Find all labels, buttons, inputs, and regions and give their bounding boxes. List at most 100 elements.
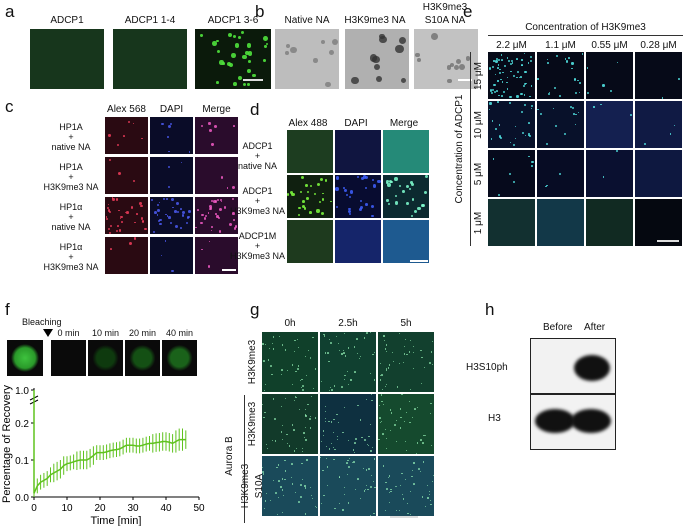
droplet xyxy=(449,63,454,68)
droplet xyxy=(217,216,220,219)
droplet xyxy=(262,470,265,473)
droplet xyxy=(349,195,352,198)
droplet xyxy=(428,361,431,364)
droplet xyxy=(386,367,388,369)
droplet xyxy=(314,505,316,507)
droplet xyxy=(411,215,413,218)
x-tick-label: 0 xyxy=(31,503,37,514)
droplet xyxy=(269,500,272,502)
droplet xyxy=(298,409,301,411)
droplet xyxy=(371,178,375,182)
droplet xyxy=(465,56,470,61)
droplet xyxy=(400,77,406,83)
droplet xyxy=(227,32,233,38)
droplet xyxy=(374,351,376,353)
droplet xyxy=(419,470,422,473)
droplet xyxy=(309,210,313,214)
droplet xyxy=(430,503,432,506)
droplet xyxy=(524,53,526,55)
droplet xyxy=(496,89,499,92)
droplet xyxy=(287,369,289,371)
frap-time-label: 20 min xyxy=(128,328,156,338)
h3s10ph-label: H3S10ph xyxy=(466,362,508,373)
droplet xyxy=(498,194,501,197)
droplet xyxy=(235,225,238,228)
droplet xyxy=(180,207,183,210)
droplet xyxy=(105,216,108,218)
droplet xyxy=(573,113,575,115)
droplet xyxy=(421,356,423,358)
droplet xyxy=(330,386,332,389)
droplet xyxy=(349,190,353,194)
droplet xyxy=(510,70,512,73)
droplet xyxy=(333,432,335,434)
droplet xyxy=(222,62,225,65)
droplet xyxy=(354,452,356,454)
droplet xyxy=(394,177,398,181)
droplet xyxy=(503,90,506,93)
droplet xyxy=(423,191,428,195)
droplet xyxy=(405,411,407,413)
droplet xyxy=(507,76,509,78)
droplet xyxy=(384,509,386,511)
droplet xyxy=(390,409,392,411)
droplet xyxy=(510,62,513,65)
droplet xyxy=(295,447,298,450)
droplet xyxy=(525,71,527,73)
droplet xyxy=(365,488,367,490)
panel-b-label-s10a-2: S10A NA xyxy=(424,15,466,26)
droplet xyxy=(586,91,589,94)
panel-c-row-label: + xyxy=(68,212,74,222)
droplet xyxy=(334,449,336,451)
droplet xyxy=(282,495,284,497)
droplet xyxy=(216,49,220,53)
droplet xyxy=(282,344,284,346)
droplet xyxy=(374,486,376,489)
droplet xyxy=(266,443,268,445)
micrograph-e xyxy=(537,199,584,246)
droplet xyxy=(242,82,247,87)
divider xyxy=(244,395,245,523)
droplet xyxy=(304,487,306,489)
droplet xyxy=(159,218,162,222)
droplet xyxy=(545,142,549,146)
droplet xyxy=(494,90,497,93)
droplet xyxy=(320,456,322,458)
droplet xyxy=(124,211,127,214)
droplet xyxy=(399,333,401,335)
droplet xyxy=(132,122,135,125)
droplet xyxy=(409,422,411,424)
panel-d-row-label: H3K9me3 NA xyxy=(230,251,286,261)
micrograph-d xyxy=(287,175,333,218)
droplet xyxy=(516,71,519,74)
droplet xyxy=(398,509,401,512)
droplet xyxy=(323,494,325,497)
panel-b-letter: b xyxy=(255,2,265,21)
micrograph-e xyxy=(488,150,535,197)
droplet xyxy=(328,390,331,392)
droplet xyxy=(325,81,331,88)
droplet xyxy=(609,89,613,92)
droplet xyxy=(489,102,492,105)
droplet xyxy=(319,178,323,182)
droplet xyxy=(370,332,372,334)
micrograph-g xyxy=(262,394,318,454)
droplet xyxy=(325,405,327,407)
panel-e-letter: e xyxy=(463,2,473,21)
droplet xyxy=(267,359,270,361)
droplet xyxy=(309,486,311,488)
droplet xyxy=(406,353,408,356)
droplet xyxy=(305,415,307,417)
droplet xyxy=(540,113,542,116)
micrograph-e xyxy=(586,199,633,246)
droplet xyxy=(593,106,595,108)
droplet xyxy=(365,398,368,401)
droplet xyxy=(398,185,401,188)
droplet xyxy=(219,208,223,212)
droplet xyxy=(615,150,619,153)
droplet xyxy=(304,414,307,416)
droplet xyxy=(140,204,143,208)
droplet xyxy=(119,217,122,220)
droplet xyxy=(429,412,432,415)
panel-e-col-label: 2.2 μM xyxy=(496,40,527,51)
